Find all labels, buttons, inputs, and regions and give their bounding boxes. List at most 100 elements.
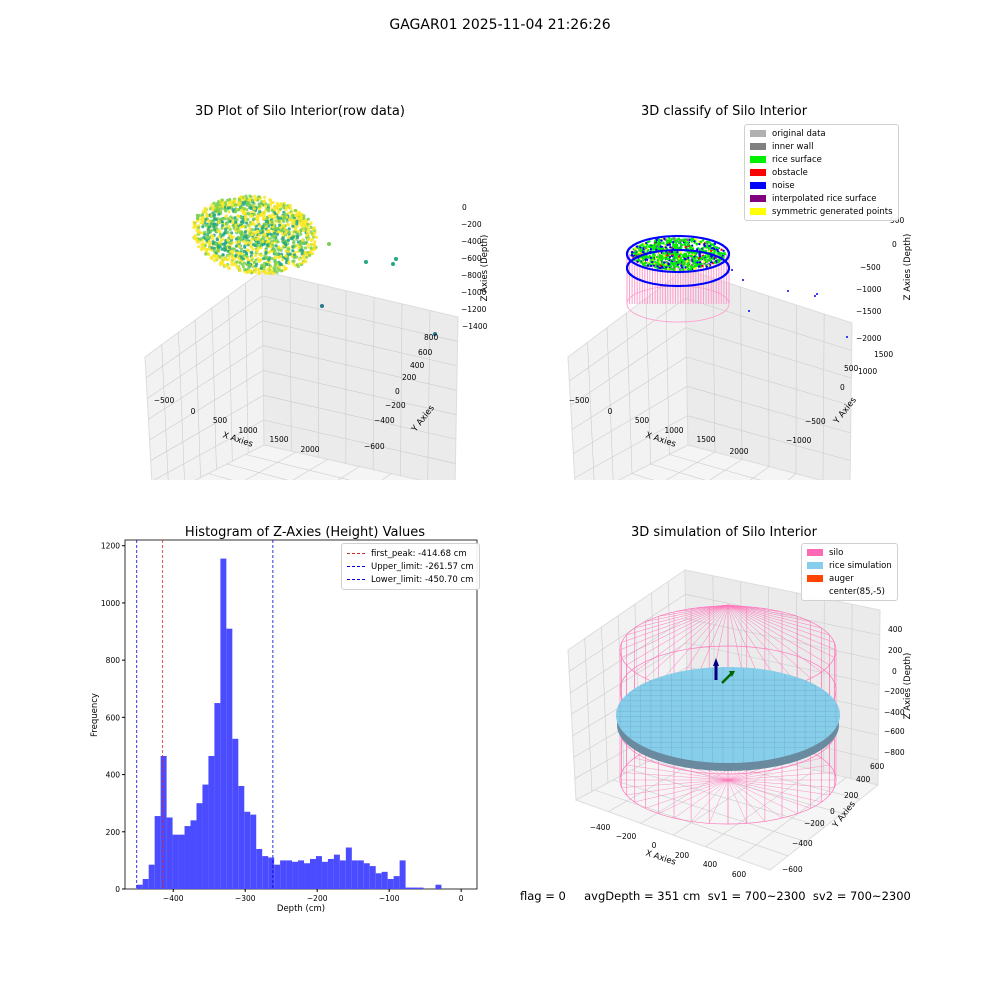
panel2-y-tick-labels: −1000 −500 0 500 1000 1500	[786, 350, 893, 445]
histogram-bar	[298, 860, 305, 889]
histogram-bar	[411, 887, 418, 889]
outlier-point	[731, 269, 733, 271]
point	[654, 261, 657, 264]
z-tick: −800	[884, 748, 905, 757]
point	[230, 260, 234, 264]
outlier-point	[364, 260, 368, 264]
point	[227, 266, 231, 270]
point	[266, 243, 270, 248]
grid-line	[574, 415, 688, 479]
point	[686, 265, 689, 268]
classify-3d[interactable]: −500 0 500 1000 1500 2000 X Axies −1000 …	[500, 120, 1000, 480]
point	[238, 261, 242, 265]
point	[642, 245, 645, 248]
point	[299, 217, 303, 221]
point	[257, 271, 261, 276]
point	[258, 244, 262, 248]
point	[306, 222, 310, 226]
y-tick: 400	[410, 361, 425, 370]
y-tick: 600	[418, 348, 433, 357]
silo-roof-wire	[727, 604, 783, 613]
point	[674, 240, 677, 243]
point	[244, 242, 248, 246]
point	[630, 253, 634, 257]
point	[684, 238, 687, 241]
histogram-bars	[136, 558, 442, 889]
point	[220, 238, 224, 242]
silo-floor-wire	[709, 779, 729, 824]
panel4-x-tick-labels: −400 −200 0 200 400 600	[590, 823, 747, 879]
point	[648, 245, 651, 248]
point	[226, 230, 230, 234]
point	[309, 246, 313, 250]
point	[278, 223, 282, 227]
noise-point	[727, 266, 731, 269]
point	[220, 198, 224, 202]
point	[686, 241, 690, 244]
point	[267, 250, 271, 254]
point	[223, 245, 227, 249]
legend-item: interpolated rice surface	[750, 192, 893, 205]
point	[241, 265, 245, 269]
auger	[713, 658, 735, 684]
point	[267, 228, 271, 232]
point	[290, 237, 294, 241]
y-tick-label: 800	[106, 656, 121, 665]
point	[220, 224, 225, 228]
point	[246, 257, 250, 261]
point	[221, 233, 225, 237]
simulation-legend: silo rice simulation auger center(85,-5)	[801, 543, 898, 601]
point	[237, 208, 241, 212]
point	[240, 209, 244, 213]
grid-line	[211, 307, 217, 470]
point	[214, 208, 218, 212]
point	[279, 202, 283, 206]
simulation-3d[interactable]: −400 −200 0 200 400 600 X Axies −600 −40…	[500, 540, 1000, 890]
point	[686, 260, 689, 263]
point	[677, 266, 680, 269]
point	[292, 253, 297, 257]
panel4-z-tick-labels: −800 −600 −400 −200 0 200 400	[884, 625, 905, 757]
point	[683, 263, 686, 266]
point	[228, 233, 232, 237]
grid-line	[145, 295, 263, 378]
point	[667, 258, 670, 261]
point	[716, 246, 720, 250]
point	[221, 261, 225, 265]
point	[245, 203, 249, 207]
point	[240, 251, 244, 255]
silo-roof-wire	[621, 604, 729, 643]
histogram-chart[interactable]: −400 −300 −200 −100 0 020040060080010001200 …	[0, 520, 500, 920]
point	[644, 247, 647, 250]
point	[679, 258, 682, 261]
point	[636, 253, 640, 256]
point	[206, 228, 210, 232]
point	[715, 260, 718, 263]
grid-line	[262, 345, 457, 391]
silo-roof-wire	[634, 604, 729, 629]
silo-floor-wire	[727, 779, 783, 819]
point	[303, 251, 307, 255]
point	[262, 256, 266, 261]
point	[659, 256, 662, 259]
raw-scatter-3d[interactable]: −500 0 500 1000 1500 2000 X Axies −600 −…	[0, 120, 500, 480]
point	[218, 203, 222, 207]
histogram-bar	[327, 858, 334, 889]
x-tick: 0	[191, 407, 196, 416]
point	[651, 260, 654, 264]
silo-floor-wire	[727, 772, 835, 781]
grid-line	[427, 310, 431, 480]
grid-line	[687, 415, 851, 461]
legend-item: original data	[750, 127, 893, 140]
point	[697, 259, 700, 262]
point	[262, 214, 266, 218]
point	[242, 249, 246, 254]
silo-floor-wire	[645, 779, 729, 809]
histogram-bar	[244, 811, 251, 889]
histogram-bar	[315, 856, 322, 889]
point	[220, 226, 224, 230]
point	[259, 254, 263, 258]
point	[280, 227, 284, 232]
histogram-bar	[435, 884, 442, 889]
grid-line	[571, 642, 687, 715]
